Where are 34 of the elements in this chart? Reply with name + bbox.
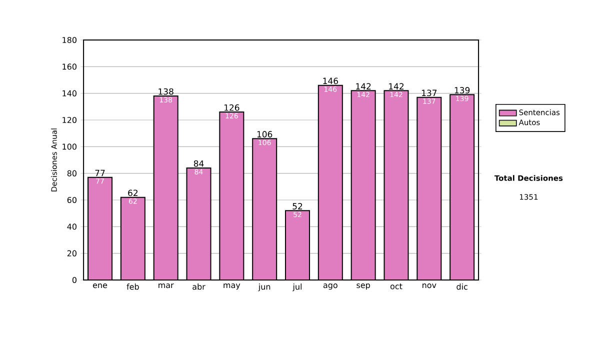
y-tick-label: 120 <box>62 116 76 124</box>
y-tick-label: 60 <box>67 196 76 204</box>
y-tick-label: 0 <box>72 276 76 284</box>
y-tick-label: 20 <box>67 250 76 256</box>
total-label: 106 <box>257 131 272 138</box>
x-tick-label: jul <box>292 284 302 292</box>
x-tick-label: dic <box>456 284 468 290</box>
y-tick-label: 180 <box>62 36 76 44</box>
y-tick-label: 40 <box>67 224 76 230</box>
total-label: 138 <box>158 88 174 95</box>
x-tick-label: may <box>224 284 240 290</box>
total-label: 142 <box>389 83 404 90</box>
x-tick-label: nov <box>422 284 436 288</box>
x-tick-label: mar <box>158 284 174 288</box>
total-label: 62 <box>128 190 138 196</box>
total-label: 139 <box>454 87 470 94</box>
x-tick-label: oct <box>390 284 402 290</box>
y-tick-label: 160 <box>62 64 76 70</box>
total-label: 142 <box>356 83 371 90</box>
y-tick-label: 100 <box>62 144 76 150</box>
total-label: 146 <box>323 78 338 84</box>
total-label: 137 <box>422 90 437 96</box>
total-label: 52 <box>292 203 302 210</box>
x-tick-label: sep <box>356 284 370 290</box>
total-label: 84 <box>194 160 204 167</box>
total-label: 77 <box>95 170 105 176</box>
x-tick-label: feb <box>126 284 139 290</box>
x-tick-label: ago <box>323 284 338 290</box>
x-tick-label: jun <box>258 284 270 292</box>
y-tick-label: 80 <box>67 170 76 176</box>
total-label: 126 <box>224 104 240 111</box>
y-tick-label: 140 <box>62 90 76 96</box>
x-tick-label: ene <box>92 284 108 288</box>
x-tick-label: abr <box>192 284 206 290</box>
